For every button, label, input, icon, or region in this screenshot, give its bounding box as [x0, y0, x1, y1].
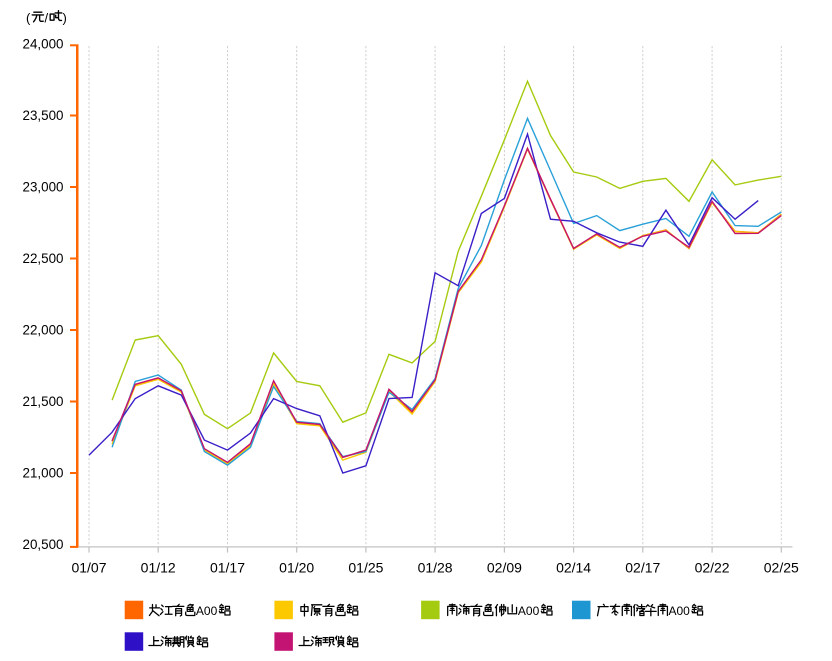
svg-text:(: ( — [26, 11, 31, 26]
svg-text:A00: A00 — [196, 604, 218, 618]
svg-text:): ) — [63, 11, 67, 26]
svg-text:24,000: 24,000 — [23, 37, 64, 52]
svg-text:01/28: 01/28 — [418, 559, 453, 575]
svg-text:A00: A00 — [518, 604, 540, 618]
svg-text:21,500: 21,500 — [23, 394, 64, 409]
svg-text:01/17: 01/17 — [210, 559, 245, 575]
svg-text:22,500: 22,500 — [23, 251, 64, 266]
svg-text:01/12: 01/12 — [141, 559, 176, 575]
svg-text:21,000: 21,000 — [23, 466, 64, 481]
svg-text:02/22: 02/22 — [695, 559, 730, 575]
svg-text:02/17: 02/17 — [625, 559, 660, 575]
svg-text:01/25: 01/25 — [348, 559, 383, 575]
svg-text:02/25: 02/25 — [764, 559, 799, 575]
svg-text:23,000: 23,000 — [23, 180, 64, 195]
svg-text:01/07: 01/07 — [71, 559, 106, 575]
svg-text:02/09: 02/09 — [487, 559, 522, 575]
svg-text:22,000: 22,000 — [23, 323, 64, 338]
svg-text:20,500: 20,500 — [23, 537, 64, 552]
svg-text:/: / — [45, 11, 49, 26]
svg-text:23,500: 23,500 — [23, 108, 64, 123]
svg-text:A00: A00 — [669, 604, 691, 618]
svg-text:01/20: 01/20 — [279, 559, 314, 575]
svg-text:02/14: 02/14 — [556, 559, 591, 575]
